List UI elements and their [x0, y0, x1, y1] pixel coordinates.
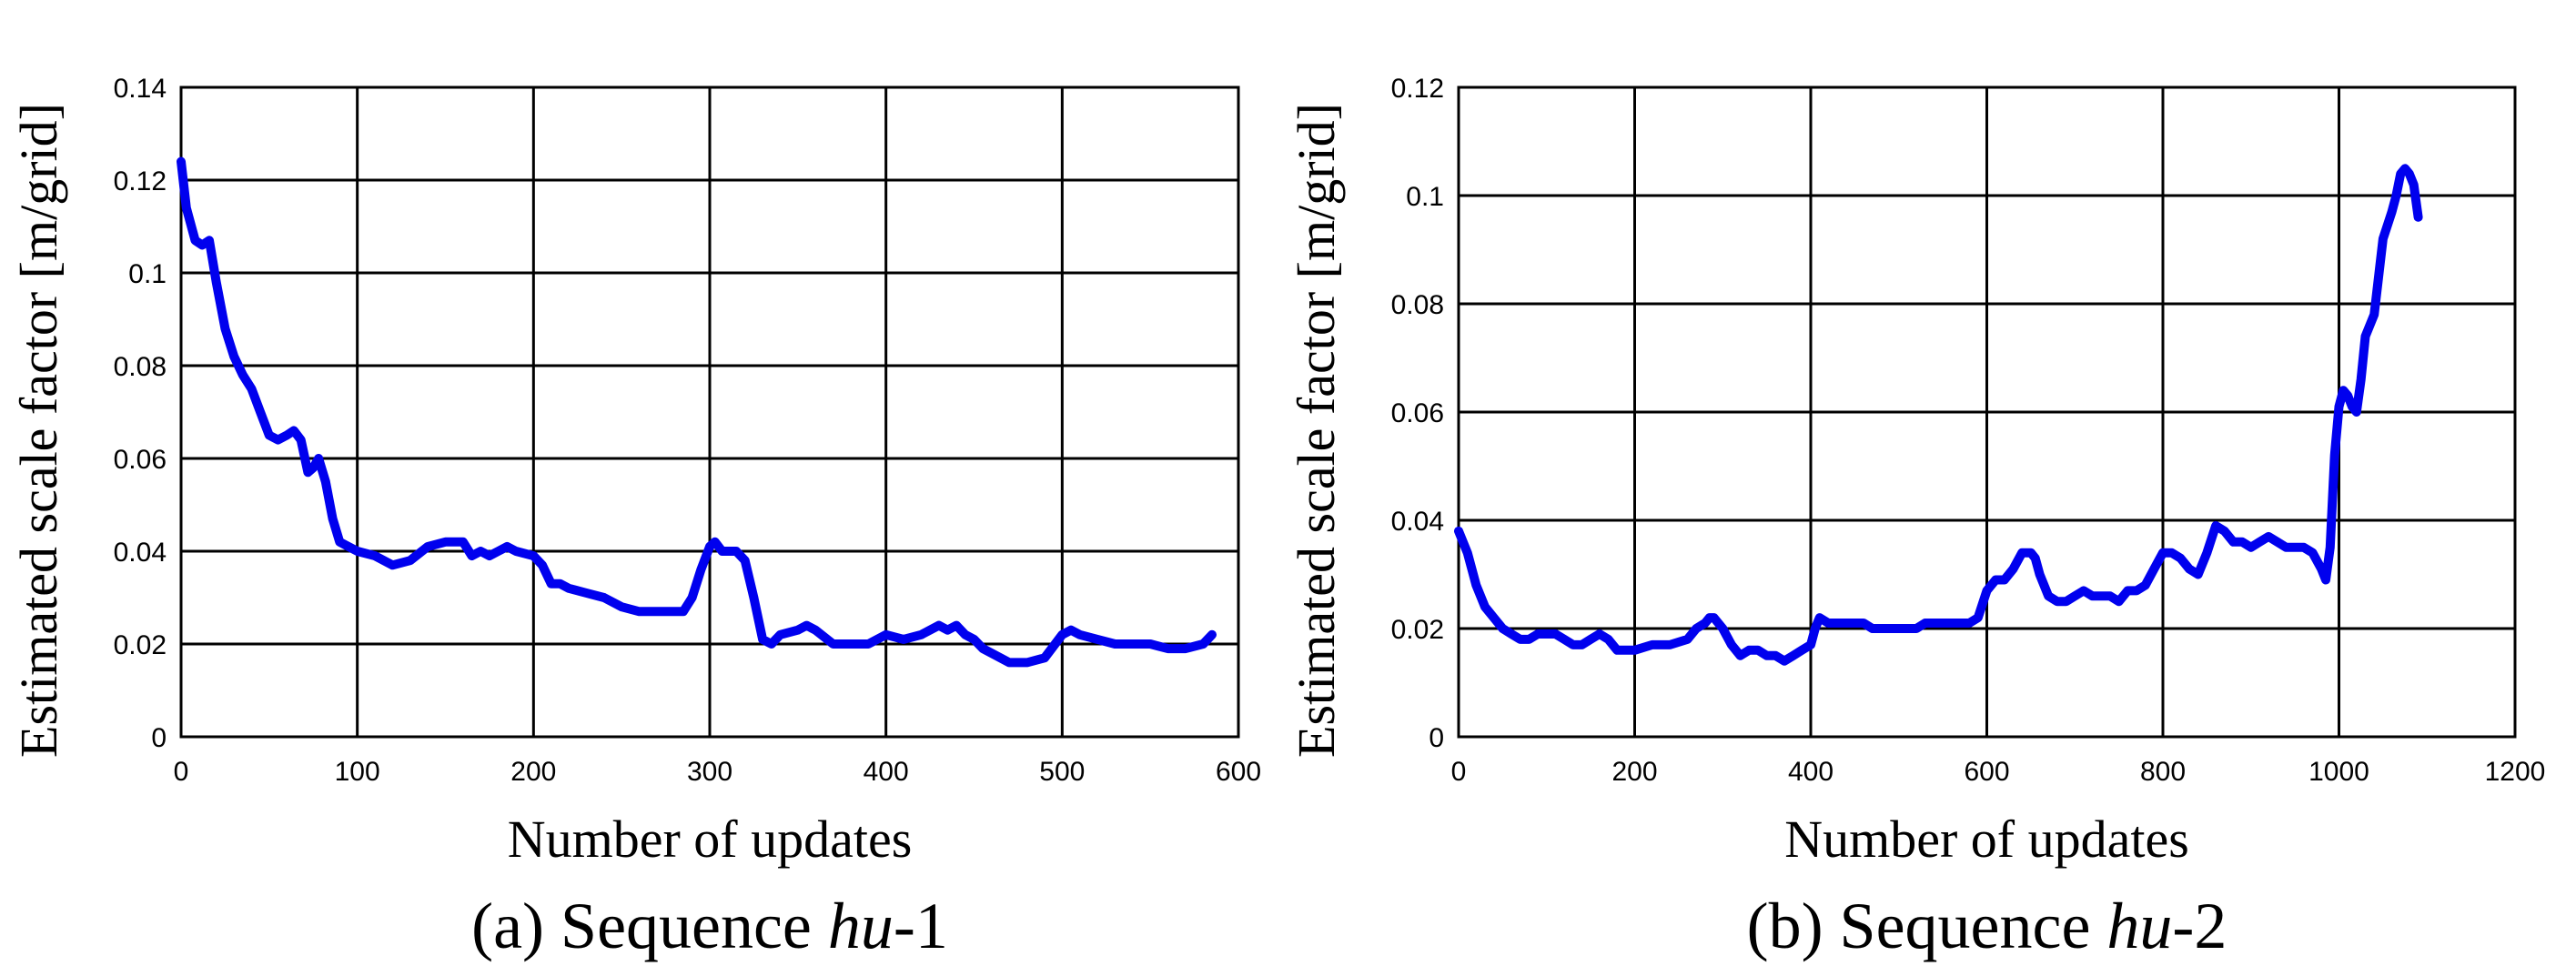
y-tick-label: 0.02: [1391, 615, 1444, 645]
x-tick-label: 300: [687, 757, 732, 787]
x-tick-label: 0: [174, 757, 189, 787]
y-tick-label: 0.12: [114, 166, 167, 196]
x-axis-label: Number of updates: [1784, 810, 2189, 869]
x-tick-label: 800: [2140, 757, 2186, 787]
chart-caption: (b) Sequence hu-2: [1747, 890, 2227, 962]
y-tick-label: 0.04: [1391, 507, 1444, 537]
x-tick-label: 1000: [2308, 757, 2369, 787]
y-tick-label: 0.1: [1406, 182, 1444, 212]
y-axis-label: Estimated scale factor [m/grid]: [9, 103, 68, 758]
x-tick-label: 200: [510, 757, 556, 787]
caption-sequence-name: hu: [828, 890, 894, 962]
y-tick-label: 0.12: [1391, 74, 1444, 104]
chart-caption: (a) Sequence hu-1: [471, 890, 948, 962]
y-tick-label: 0.06: [114, 445, 167, 475]
x-tick-label: 1200: [2485, 757, 2546, 787]
series-line: [177, 156, 1217, 668]
x-tick-label: 400: [1788, 757, 1834, 787]
caption-prefix: (b) Sequence: [1747, 890, 2107, 962]
chart-hu-2: 0 200 400 600 800 1000 1200 0 0.02 0.04 0.06 0.08 0.…: [1287, 74, 2545, 962]
x-tick-label: 400: [864, 757, 909, 787]
caption-suffix: -2: [2172, 890, 2227, 962]
caption-sequence-name: hu: [2106, 890, 2172, 962]
x-tick-label: 600: [1216, 757, 1261, 787]
x-tick-label: 600: [1964, 757, 2009, 787]
x-axis-label: Number of updates: [508, 810, 913, 869]
y-tick-label: 0: [151, 723, 167, 753]
x-tick-label: 500: [1039, 757, 1085, 787]
x-tick-label: 0: [1451, 757, 1467, 787]
y-axis-label: Estimated scale factor [m/grid]: [1287, 103, 1346, 758]
plot-area-frame: [1457, 86, 2517, 739]
series-line: [1454, 164, 2423, 666]
y-tick-label: 0.06: [1391, 398, 1444, 428]
chart-hu-1: 0 100 200 300 400 500 600 0 0.02 0.04 0.06 0.08 0.1 0…: [9, 74, 1261, 962]
y-tick-label: 0.04: [114, 538, 167, 568]
y-tick-label: 0.02: [114, 630, 167, 660]
plot-area-frame: [179, 86, 1240, 739]
caption-prefix: (a) Sequence: [471, 890, 828, 962]
y-tick-label: 0.1: [128, 259, 167, 289]
y-tick-label: 0.14: [114, 74, 167, 104]
y-tick-label: 0.08: [114, 352, 167, 382]
x-tick-label: 200: [1611, 757, 1657, 787]
x-tick-label: 100: [335, 757, 380, 787]
caption-suffix: -1: [894, 890, 948, 962]
y-tick-label: 0: [1429, 723, 1444, 753]
y-tick-label: 0.08: [1391, 290, 1444, 320]
